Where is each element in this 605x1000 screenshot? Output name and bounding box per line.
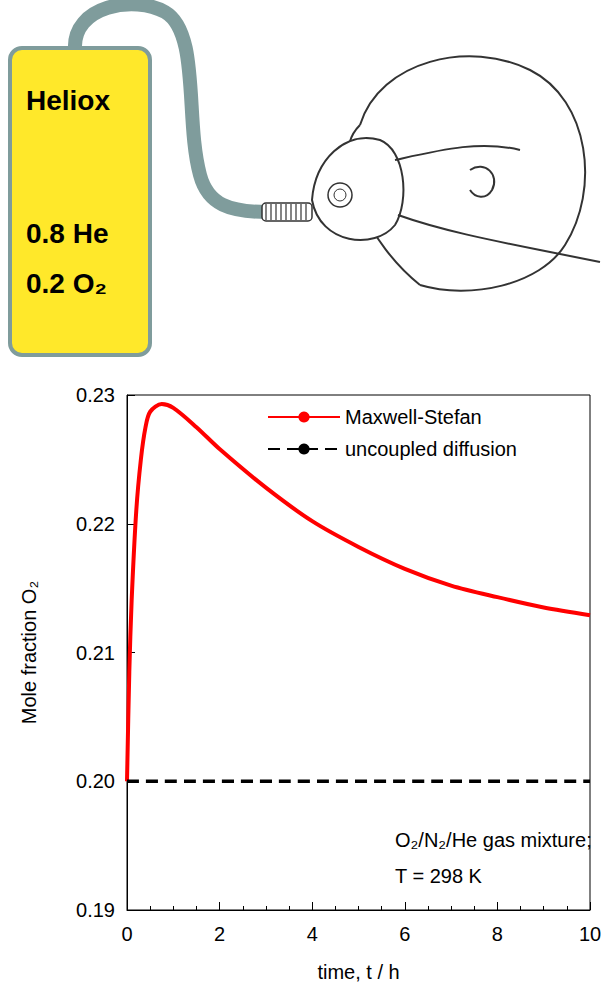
svg-text:0.8 He: 0.8 He: [26, 218, 109, 249]
svg-text:2: 2: [214, 923, 225, 945]
svg-text:Mole fraction O₂: Mole fraction O₂: [18, 581, 40, 724]
svg-text:Maxwell-Stefan: Maxwell-Stefan: [345, 406, 482, 428]
svg-text:time, t / h: time, t / h: [317, 961, 399, 983]
svg-text:0.21: 0.21: [76, 642, 115, 664]
svg-text:Heliox: Heliox: [26, 85, 110, 116]
svg-text:0.2 O₂: 0.2 O₂: [26, 268, 107, 299]
svg-text:0.19: 0.19: [76, 899, 115, 921]
svg-text:T = 298 K: T = 298 K: [395, 865, 483, 887]
svg-text:10: 10: [579, 923, 601, 945]
svg-text:4: 4: [307, 923, 318, 945]
svg-text:O₂/N₂/He gas mixture;: O₂/N₂/He gas mixture;: [395, 829, 592, 851]
svg-text:6: 6: [399, 923, 410, 945]
svg-text:0.22: 0.22: [76, 513, 115, 535]
svg-text:uncoupled diffusion: uncoupled diffusion: [345, 438, 517, 460]
svg-text:0.23: 0.23: [76, 384, 115, 406]
svg-text:8: 8: [492, 923, 503, 945]
svg-text:0: 0: [121, 923, 132, 945]
svg-text:0.20: 0.20: [76, 770, 115, 792]
